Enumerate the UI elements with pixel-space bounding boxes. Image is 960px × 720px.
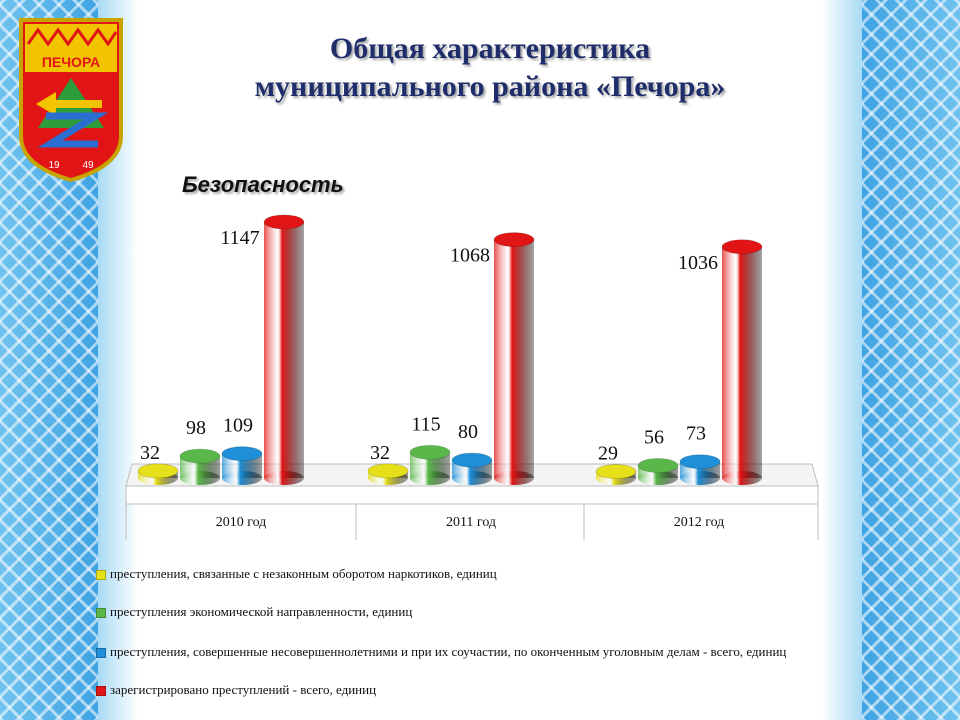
bar — [409, 444, 451, 485]
bar — [637, 458, 679, 485]
legend-label: зарегистрировано преступлений - всего, е… — [110, 682, 377, 697]
bar — [263, 214, 305, 485]
bar-top — [679, 454, 721, 470]
emblem-year-left: 19 — [48, 160, 60, 171]
bar-base — [264, 471, 304, 485]
coat-of-arms-emblem: ПЕЧОРА 19 49 — [19, 18, 123, 182]
legend-item: зарегистрировано преступлений - всего, е… — [96, 682, 856, 698]
bar-top — [367, 463, 409, 479]
bar — [367, 463, 409, 485]
legend-swatch-green — [96, 608, 106, 618]
legend-item: преступления, связанные с незаконным обо… — [96, 566, 856, 582]
bar-top — [451, 452, 493, 468]
data-label: 73 — [686, 423, 706, 445]
data-label: 109 — [223, 415, 253, 437]
bar-base — [222, 471, 262, 485]
data-label: 56 — [644, 427, 664, 449]
legend-item: преступления, совершенные несовершенноле… — [96, 644, 848, 660]
data-label: 32 — [140, 442, 160, 464]
emblem-name: ПЕЧОРА — [42, 54, 100, 70]
page-title-line-2: муниципального района «Печора» — [254, 70, 726, 103]
bar-base — [494, 471, 534, 485]
bar-top — [409, 444, 451, 460]
bar-body — [494, 239, 534, 478]
bar — [451, 452, 493, 485]
data-label: 1068 — [450, 245, 490, 267]
legend-label: преступления, связанные с незаконным обо… — [110, 566, 497, 581]
border-fade-right — [822, 0, 862, 720]
bar — [721, 239, 763, 485]
emblem-year-right: 49 — [82, 160, 94, 171]
bar — [137, 463, 179, 485]
data-label: 98 — [186, 417, 206, 439]
legend-swatch-yellow — [96, 570, 106, 580]
bar-base — [680, 471, 720, 485]
legend-swatch-red — [96, 686, 106, 696]
data-label: 1147 — [220, 227, 259, 249]
legend-swatch-blue — [96, 648, 106, 658]
bar-top — [721, 239, 763, 255]
page-title: Общая характеристика муниципального райо… — [150, 30, 830, 106]
data-label: 80 — [458, 421, 478, 443]
bar — [679, 454, 721, 485]
bar-top — [595, 464, 637, 480]
bar-top — [179, 448, 221, 464]
bar-body — [722, 246, 762, 478]
bar-base — [638, 471, 678, 485]
bar-base — [722, 471, 762, 485]
bar-base — [452, 471, 492, 485]
bar-top — [637, 458, 679, 474]
bar-top — [221, 446, 263, 462]
x-tick-label: 2012 год — [674, 515, 725, 530]
x-tick-label: 2010 год — [216, 515, 267, 530]
legend-item: преступления экономической направленност… — [96, 604, 856, 620]
decorative-border-right — [862, 0, 960, 720]
chart-floor-front — [125, 485, 819, 505]
bar — [493, 232, 535, 485]
bar — [595, 464, 637, 485]
chart-title: Безопасность — [182, 172, 344, 197]
bar — [221, 446, 263, 485]
data-label: 29 — [598, 443, 618, 465]
bar-top — [137, 463, 179, 479]
x-tick-label: 2011 год — [446, 515, 496, 530]
bar-base — [180, 471, 220, 485]
bar-top — [263, 214, 305, 230]
data-label: 115 — [411, 413, 440, 435]
bar — [179, 448, 221, 485]
bar-base — [410, 471, 450, 485]
bar-top — [493, 232, 535, 248]
legend-label: преступления, совершенные несовершенноле… — [110, 644, 787, 659]
page-title-line-1: Общая характеристика — [329, 32, 651, 65]
data-label: 32 — [370, 442, 390, 464]
legend-label: преступления экономической направленност… — [110, 604, 413, 619]
bar-body — [264, 222, 304, 478]
data-label: 1036 — [678, 252, 718, 274]
